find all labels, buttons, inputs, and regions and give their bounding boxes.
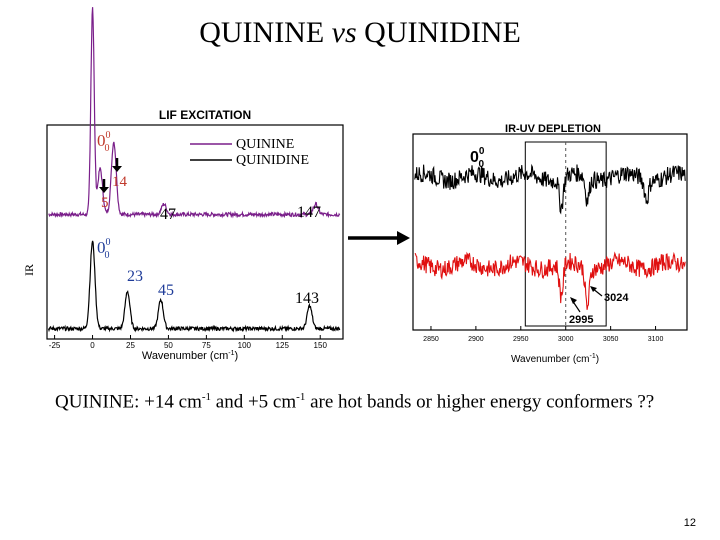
title-vs: vs (331, 16, 357, 49)
lif-label-47: 47 (160, 206, 176, 223)
ir-uv-depletion-chart: IR-UV DEPLETION 2850 2900 2950 3000 3050 3100 W… (412, 123, 688, 365)
lif-label-45: 45 (158, 282, 174, 299)
caption-exp2: -1 (296, 391, 306, 403)
lif-label-147: 147 (297, 204, 321, 221)
ir-tick-label: 2900 (468, 336, 484, 343)
lif-label-origin-quinine: 00 0 (97, 130, 111, 154)
lif-title: LIF EXCITATION (159, 108, 251, 122)
lif-label-23: 23 (127, 268, 143, 285)
ir-pointer-2995-head (570, 297, 577, 304)
lif-tick-label: 125 (276, 341, 290, 350)
ir-trace-upper (414, 163, 686, 215)
ir-tick-label: 3000 (558, 336, 574, 343)
lif-y-axis-label: IR (22, 264, 36, 276)
lif-series-quinine (48, 7, 341, 219)
ir-label-plus5: +5 (460, 296, 479, 315)
lif-excitation-chart: LIF EXCITATION -25 0 25 50 75 100 125 150 Wavenum… (22, 7, 344, 362)
ir-label-3024: 3024 (604, 292, 629, 304)
ir-title: IR-UV DEPLETION (505, 123, 601, 135)
lif-x-axis-label: Wavenumber (cm-1) (142, 350, 238, 362)
page-number: 12 (683, 517, 696, 529)
lif-tick-label: 100 (238, 341, 252, 350)
ir-x-axis-label: Wavenumber (cm-1) (511, 353, 599, 365)
lif-tick-label: 150 (314, 341, 328, 350)
ir-pointer-3024-head (590, 286, 597, 292)
caption-exp1: -1 (201, 391, 212, 403)
caption-part2: and +5 cm (211, 391, 297, 413)
ir-label-2995: 2995 (569, 314, 593, 326)
ir-tick-label: 3100 (648, 336, 664, 343)
lif-tick-label: -25 (49, 341, 61, 350)
ir-tick-label: 2950 (513, 336, 529, 343)
ir-tick-label: 2850 (423, 336, 439, 343)
slide-title: QUININE vs QUINIDINE (0, 16, 720, 50)
lif-tick-label: 50 (164, 341, 173, 350)
connector-arrow (348, 231, 410, 245)
lif-tick-label: 25 (126, 341, 135, 350)
lif-label-5: 5 (101, 195, 109, 211)
title-quinidine: QUINIDINE (364, 16, 521, 49)
lif-tick-label: 0 (90, 341, 95, 350)
caption-part3: are hot bands or higher energy conformer… (305, 391, 655, 413)
caption-part1: QUININE: +14 cm (55, 391, 202, 413)
lif-label-origin-quinidine: 00 0 (97, 237, 111, 261)
ir-label-origin: 00 0 (470, 146, 485, 170)
ir-tick-label: 3050 (603, 336, 619, 343)
title-quinine: QUININE (199, 16, 325, 49)
legend-label-quinine: QUININE (236, 137, 294, 152)
legend-label-quinidine: QUINIDINE (236, 153, 309, 168)
ir-plot-frame (412, 133, 688, 331)
lif-label-143: 143 (295, 290, 319, 307)
caption: QUININE: +14 cm-1 and +5 cm-1 are hot ba… (55, 391, 654, 413)
lif-label-14: 14 (112, 174, 128, 190)
lif-tick-label: 75 (202, 341, 211, 350)
ir-trace-lower (414, 251, 686, 310)
lif-arrow-head (112, 166, 122, 172)
lif-arrow-head (99, 187, 109, 193)
lif-series-quinidine (47, 240, 341, 333)
